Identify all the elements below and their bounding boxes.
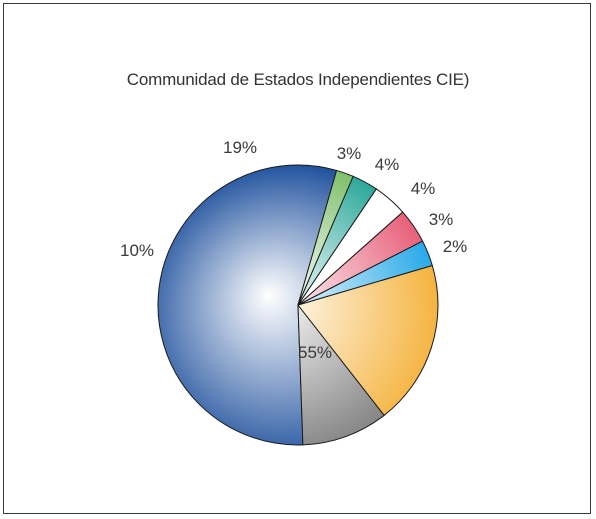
slice-label: 19% (223, 138, 257, 157)
pie-slice (157, 164, 338, 446)
slice-label: 55% (298, 343, 332, 362)
chart-title: Communidad de Estados Independientes CIE… (126, 70, 470, 89)
slice-label: 3% (429, 210, 454, 229)
pie-slice (297, 303, 385, 446)
slice-label: 2% (443, 237, 468, 256)
pie-slice (297, 169, 354, 306)
slice-label: 10% (120, 241, 154, 260)
pie-slice (297, 264, 439, 417)
slice-label: 3% (337, 144, 362, 163)
slice-label: 4% (375, 155, 400, 174)
slice-label: 4% (411, 179, 436, 198)
